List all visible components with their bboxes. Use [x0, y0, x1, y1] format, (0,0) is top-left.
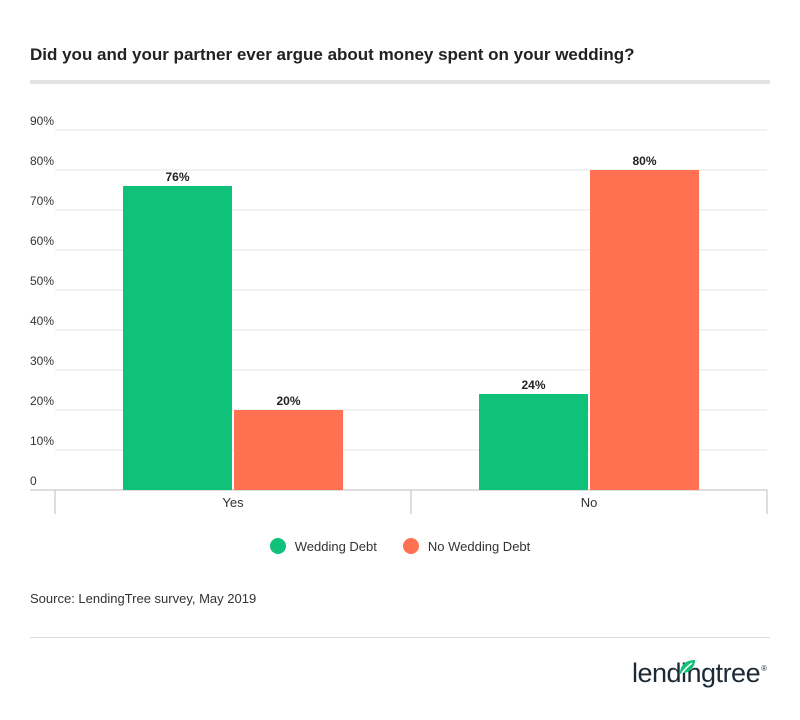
y-tick-label: 60%	[30, 234, 54, 248]
y-tick-label: 50%	[30, 274, 54, 288]
legend-item-no-wedding-debt: No Wedding Debt	[402, 538, 531, 554]
x-category-label: No	[581, 495, 598, 510]
bar-chart: 0 10% 20% 30% 40% 50% 60% 70% 80% 90% 76% 20% Yes 24%…	[30, 114, 768, 514]
legend-label-no-wedding-debt: No Wedding Debt	[427, 538, 531, 554]
registered-mark: ®	[761, 664, 767, 673]
bar-data-label: 24%	[521, 378, 545, 392]
y-tick-label: 10%	[30, 434, 54, 448]
bar-data-label: 80%	[632, 154, 656, 168]
footer-divider	[30, 637, 770, 638]
x-category-label: Yes	[222, 495, 244, 510]
y-tick-label: 30%	[30, 354, 54, 368]
y-tick-label: 80%	[30, 154, 54, 168]
y-tick-label: 40%	[30, 314, 54, 328]
bar	[590, 170, 699, 490]
chart-legend: Wedding Debt No Wedding Debt	[0, 538, 800, 554]
y-tick-label: 0	[30, 474, 37, 488]
bar-data-label: 20%	[276, 394, 300, 408]
bar	[123, 186, 232, 490]
bar-data-label: 76%	[165, 170, 189, 184]
logo-wordmark: lendingtree	[631, 658, 761, 688]
lendingtree-logo: lendingtree ®	[632, 660, 767, 687]
legend-swatch-wedding-debt	[269, 538, 286, 554]
bar	[234, 410, 343, 490]
source-note: Source: LendingTree survey, May 2019	[30, 591, 257, 606]
y-tick-label: 20%	[30, 394, 54, 408]
leaf-icon	[679, 660, 695, 674]
chart-title: Did you and your partner ever argue abou…	[30, 45, 635, 64]
title-divider	[30, 80, 770, 84]
legend-label-wedding-debt: Wedding Debt	[294, 538, 377, 554]
y-tick-label: 70%	[30, 194, 54, 208]
y-tick-label: 90%	[30, 114, 54, 128]
legend-item-wedding-debt: Wedding Debt	[269, 538, 377, 554]
legend-swatch-no-wedding-debt	[402, 538, 419, 554]
bar	[479, 394, 588, 490]
